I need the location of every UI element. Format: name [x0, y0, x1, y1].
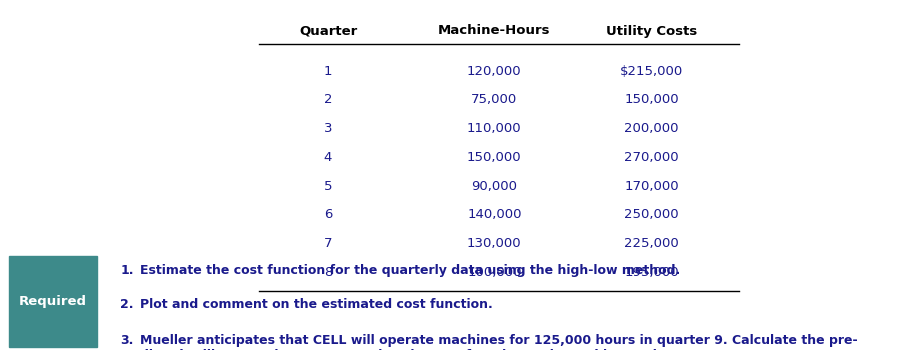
- Text: 2.: 2.: [120, 298, 134, 310]
- Text: 130,000: 130,000: [467, 237, 522, 250]
- Text: 140,000: 140,000: [468, 208, 521, 221]
- Text: Utility Costs: Utility Costs: [606, 25, 697, 37]
- FancyBboxPatch shape: [9, 256, 97, 346]
- Text: Estimate the cost function for the quarterly data using the high-low method.: Estimate the cost function for the quart…: [140, 264, 681, 277]
- Text: Machine-Hours: Machine-Hours: [438, 25, 551, 37]
- Text: 170,000: 170,000: [624, 180, 679, 193]
- Text: 7: 7: [323, 237, 333, 250]
- Text: 75,000: 75,000: [471, 93, 517, 106]
- Text: 90,000: 90,000: [471, 180, 517, 193]
- Text: 110,000: 110,000: [467, 122, 522, 135]
- Text: 3.: 3.: [120, 334, 133, 347]
- Text: Plot and comment on the estimated cost function.: Plot and comment on the estimated cost f…: [140, 298, 493, 310]
- Text: 6: 6: [323, 208, 333, 221]
- Text: 270,000: 270,000: [624, 151, 679, 164]
- Text: 2: 2: [323, 93, 333, 106]
- Text: Required: Required: [19, 294, 87, 308]
- Text: 4: 4: [323, 151, 333, 164]
- Text: 3: 3: [323, 122, 333, 135]
- Text: $215,000: $215,000: [620, 65, 683, 78]
- Text: 120,000: 120,000: [467, 65, 522, 78]
- Text: 150,000: 150,000: [467, 151, 522, 164]
- Text: 225,000: 225,000: [624, 237, 679, 250]
- Text: 8: 8: [323, 266, 333, 279]
- Text: Mueller anticipates that CELL will operate machines for 125,000 hours in quarter: Mueller anticipates that CELL will opera…: [140, 334, 858, 350]
- Text: 200,000: 200,000: [625, 122, 678, 135]
- Text: Quarter: Quarter: [298, 25, 358, 37]
- Text: 195,000: 195,000: [624, 266, 679, 279]
- Text: 1: 1: [323, 65, 333, 78]
- Text: 1.: 1.: [120, 264, 134, 277]
- Text: 150,000: 150,000: [624, 93, 679, 106]
- Text: 5: 5: [323, 180, 333, 193]
- Text: 100,000: 100,000: [468, 266, 521, 279]
- Text: 250,000: 250,000: [624, 208, 679, 221]
